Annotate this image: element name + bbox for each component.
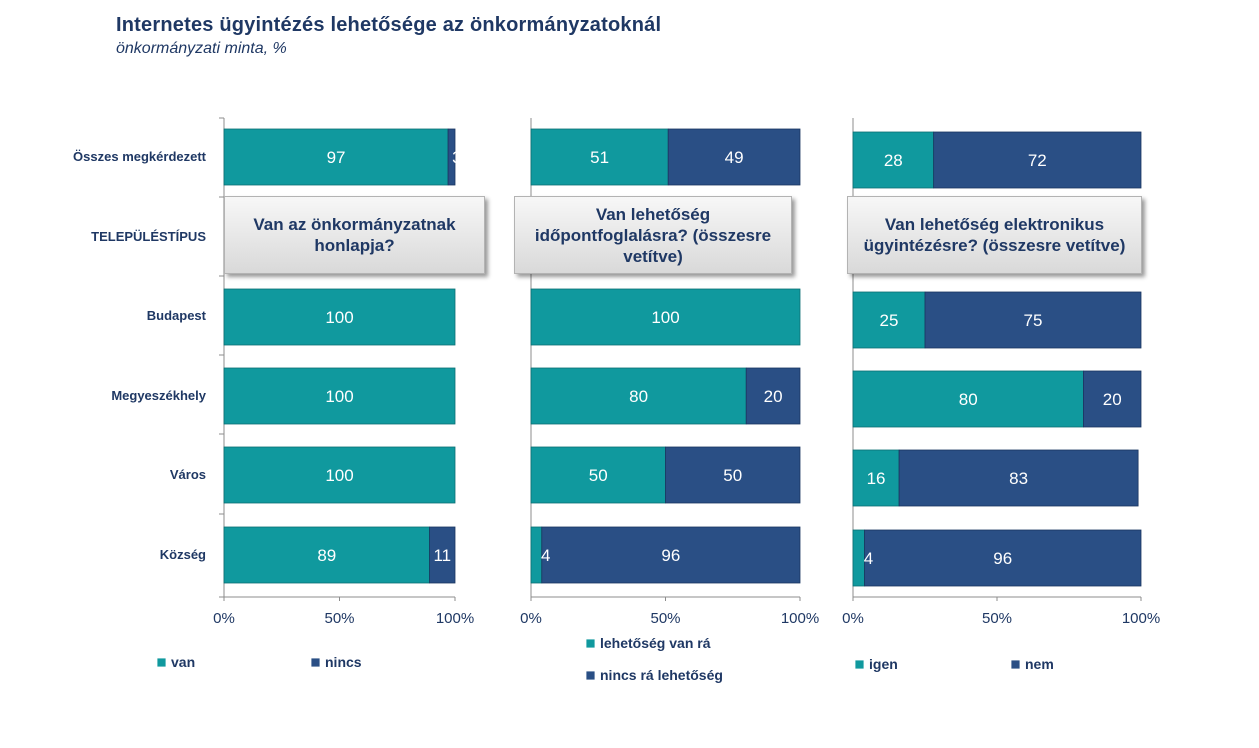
data-label: 3	[452, 148, 461, 167]
legend-label: van	[171, 654, 195, 670]
data-label: 97	[327, 148, 346, 167]
data-label: 80	[629, 387, 648, 406]
bar-segment-igen	[852, 529, 865, 587]
bar-segment-nem	[864, 529, 1142, 587]
data-label: 20	[764, 387, 783, 406]
data-label: 100	[651, 308, 679, 327]
data-label: 80	[959, 390, 978, 409]
chart-title: Internetes ügyintézés lehetősége az önko…	[116, 14, 662, 36]
bar-segment-nincs-rá-lehetőség	[541, 526, 801, 584]
legend-swatch	[854, 659, 865, 670]
data-label: 96	[661, 546, 680, 565]
bar-segment-lehetőség-van-rá	[530, 288, 801, 346]
data-label: 4	[541, 546, 550, 565]
question-box-1: Van az önkormányzatnak honlapja?	[224, 196, 485, 274]
bar-segment-van	[223, 288, 456, 346]
data-label: 25	[880, 311, 899, 330]
question-box-3: Van lehetőség elektronikus ügyintézésre?…	[847, 196, 1142, 274]
legend-label: lehetőség van rá	[600, 635, 711, 651]
bar-segment-nem	[933, 131, 1142, 189]
legend-label: nem	[1025, 656, 1054, 672]
data-label: 50	[723, 466, 742, 485]
category-label: Város	[170, 467, 206, 482]
data-label: 0	[459, 466, 468, 485]
bar-segment-nincs-rá-lehetőség	[665, 446, 801, 504]
x-tick-label: 0%	[842, 610, 864, 627]
data-label: 0	[459, 308, 468, 327]
category-label: Község	[160, 547, 206, 562]
x-tick-label: 0%	[520, 610, 542, 627]
chart-subtitle: önkormányzati minta, %	[116, 40, 287, 57]
data-label: 100	[325, 466, 353, 485]
bar-segment-lehetőség-van-rá	[530, 128, 669, 186]
data-label: 0	[459, 387, 468, 406]
category-label: Budapest	[147, 308, 207, 323]
data-label: 75	[1024, 311, 1043, 330]
bar-segment-igen	[852, 370, 1084, 428]
bar-segment-igen	[852, 131, 935, 189]
category-label: TELEPÜLÉSTÍPUS	[91, 229, 206, 244]
bar-segment-nincs-rá-lehetőség	[745, 367, 801, 425]
legend-swatch	[585, 638, 596, 649]
data-label: 100	[325, 387, 353, 406]
legend-swatch	[585, 670, 596, 681]
data-label: 72	[1028, 151, 1047, 170]
bar-segment-igen	[852, 291, 926, 349]
bar-segment-igen	[852, 449, 900, 507]
bar-segment-nem	[924, 291, 1142, 349]
data-label: 28	[884, 151, 903, 170]
bar-segment-van	[223, 446, 456, 504]
x-tick-label: 50%	[324, 610, 354, 627]
category-label: Összes megkérdezett	[73, 149, 207, 164]
legend-swatch	[310, 657, 321, 668]
data-label: 11	[433, 546, 451, 565]
bar-segment-nincs	[429, 526, 456, 584]
legend-label: nincs	[325, 654, 362, 670]
x-tick-label: 100%	[1122, 610, 1160, 627]
bar-segment-nem	[898, 449, 1139, 507]
legend-swatch	[1010, 659, 1021, 670]
legend-label: igen	[869, 656, 898, 672]
x-tick-label: 0%	[213, 610, 235, 627]
data-label: 16	[867, 469, 886, 488]
data-label: 96	[993, 549, 1012, 568]
category-label: Megyeszékhely	[111, 388, 206, 403]
legend-swatch	[156, 657, 167, 668]
data-label: 4	[864, 549, 873, 568]
bar-segment-nem	[1083, 370, 1142, 428]
bar-segment-van	[223, 367, 456, 425]
question-box-2: Van lehetőség időpontfoglalásra? (összes…	[514, 196, 792, 274]
bar-segment-van	[223, 128, 449, 186]
data-label: 83	[1009, 469, 1028, 488]
bar-segment-nincs-rá-lehetőség	[667, 128, 801, 186]
data-label: 89	[317, 546, 336, 565]
bar-segment-lehetőség-van-rá	[530, 367, 747, 425]
bar-segment-lehetőség-van-rá	[530, 446, 666, 504]
data-label: 20	[1103, 390, 1122, 409]
legend-label: nincs rá lehetőség	[600, 667, 723, 683]
data-label: 0	[804, 308, 813, 327]
x-tick-label: 50%	[982, 610, 1012, 627]
data-label: 100	[325, 308, 353, 327]
data-label: 50	[589, 466, 608, 485]
x-tick-label: 100%	[436, 610, 474, 627]
x-tick-label: 100%	[781, 610, 819, 627]
data-label: 51	[590, 148, 609, 167]
x-tick-label: 50%	[650, 610, 680, 627]
data-label: 49	[725, 148, 744, 167]
bar-segment-nincs	[447, 128, 456, 186]
